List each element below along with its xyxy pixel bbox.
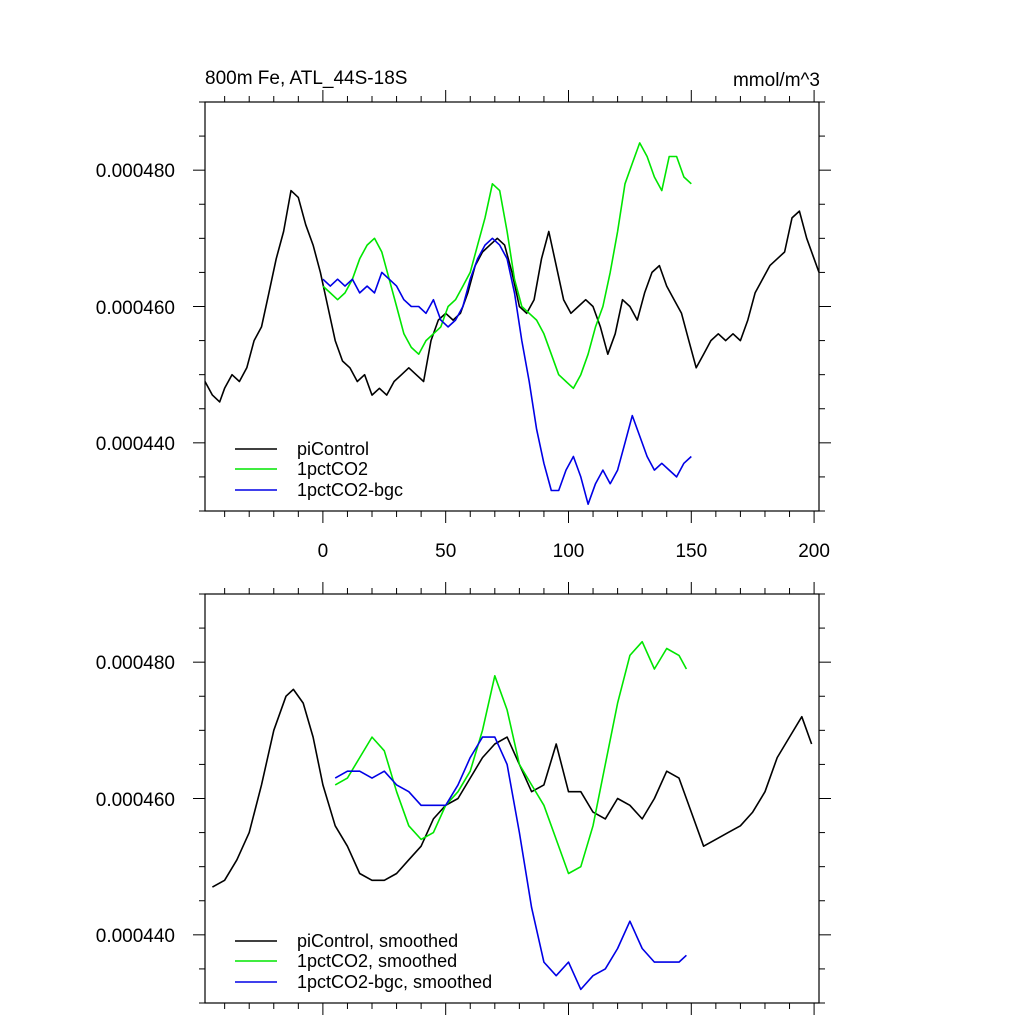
legend-label-1pctco2: 1pctCO2 bbox=[297, 459, 368, 479]
bottom-y-tick-label-0.000440: 0.000440 bbox=[96, 926, 175, 947]
top-panel: 800m Fe, ATL_44S-18S mmol/m^3 0.000480 0… bbox=[96, 68, 831, 562]
x-tick-label-150: 150 bbox=[675, 541, 707, 562]
top-y-tick-label-0.000440: 0.000440 bbox=[96, 434, 175, 455]
legend-label-picontrol-smoothed: piControl, smoothed bbox=[297, 931, 458, 951]
bottom-series-group bbox=[212, 640, 813, 991]
x-tick-label-200: 200 bbox=[798, 541, 830, 562]
top-plot-frame bbox=[204, 101, 820, 512]
bottom-axis-ticks bbox=[193, 582, 831, 1015]
legend-label-1pctco2-bgc-smoothed: 1pctCO2-bgc, smoothed bbox=[297, 972, 492, 992]
bottom-series-line-1pctco2-bgc-smoothed bbox=[334, 736, 687, 991]
bottom-series-line-1pctco2-smoothed bbox=[334, 640, 688, 875]
legend-label-picontrol: piControl bbox=[297, 439, 369, 459]
bottom-plot-frame bbox=[204, 593, 820, 1004]
top-y-tick-label-0.000480: 0.000480 bbox=[96, 161, 175, 182]
top-series-line-1pctco2 bbox=[322, 142, 692, 390]
bottom-panel: 0.000480 0.000460 0.000440 piControl, sm… bbox=[96, 582, 831, 1015]
chart-units-label: mmol/m^3 bbox=[733, 70, 820, 91]
legend-label-1pctco2-smoothed: 1pctCO2, smoothed bbox=[297, 951, 457, 971]
bottom-legend: piControl, smoothed 1pctCO2, smoothed 1p… bbox=[235, 931, 492, 992]
x-tick-label-50: 50 bbox=[435, 541, 456, 562]
chart-title-left: 800m Fe, ATL_44S-18S bbox=[205, 68, 407, 89]
bottom-series-line-picontrol-smoothed bbox=[212, 688, 813, 888]
top-series-line-picontrol bbox=[204, 189, 820, 403]
top-series-group bbox=[204, 142, 820, 506]
top-series-line-1pctco2-bgc bbox=[322, 237, 692, 506]
x-tick-label-100: 100 bbox=[553, 541, 585, 562]
x-tick-label-0: 0 bbox=[318, 541, 329, 562]
bottom-y-tick-label-0.000460: 0.000460 bbox=[96, 790, 175, 811]
top-axis-ticks bbox=[193, 90, 831, 523]
top-y-tick-label-0.000460: 0.000460 bbox=[96, 298, 175, 319]
bottom-y-tick-label-0.000480: 0.000480 bbox=[96, 653, 175, 674]
legend-label-1pctco2-bgc: 1pctCO2-bgc bbox=[297, 480, 403, 500]
top-legend: piControl 1pctCO2 1pctCO2-bgc bbox=[235, 439, 403, 500]
